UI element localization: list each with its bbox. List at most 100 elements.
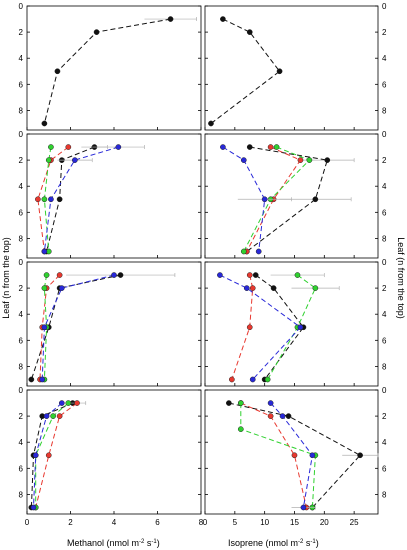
series-black: [208, 16, 283, 127]
y-tick-label: 0: [382, 258, 387, 267]
y-tick-label: 4: [382, 438, 387, 447]
series-line-black: [30, 274, 121, 380]
x-tick-label: 2: [68, 518, 73, 527]
x-axis-label-isoprene-mid: s: [303, 538, 311, 548]
y-tick-label: 0: [19, 130, 24, 139]
y-tick-label: 2: [382, 156, 387, 165]
data-point-black: [117, 272, 124, 278]
y-tick-label: 8: [19, 106, 24, 115]
series-line-black: [210, 18, 281, 124]
series-line-black: [30, 402, 73, 508]
series-line-blue: [270, 402, 313, 508]
data-point-green: [237, 426, 244, 433]
x-tick-label: 0: [203, 518, 208, 527]
x-axis-label-methanol: Methanol (nmol m-2 s-1): [67, 538, 160, 548]
y-tick-label: 6: [382, 80, 387, 89]
series-line-blue: [33, 402, 63, 508]
y-tick-label: 2: [382, 284, 387, 293]
data-point-blue: [41, 248, 48, 255]
series-green: [41, 144, 54, 255]
data-point-blue: [43, 413, 50, 419]
data-point-blue: [255, 248, 262, 255]
y-tick-label: 2: [19, 28, 24, 37]
panel-frame: [204, 5, 379, 131]
y-tick-label: 8: [19, 362, 24, 371]
data-point-red: [74, 400, 80, 406]
data-point-green: [312, 285, 319, 291]
data-point-green: [41, 196, 48, 203]
data-point-black: [246, 144, 253, 150]
data-point-green: [240, 248, 247, 255]
series-line-red: [246, 146, 302, 252]
data-point-red: [267, 413, 274, 419]
series-blue: [41, 144, 145, 255]
y-tick-label: 0: [382, 386, 387, 395]
series-line-blue: [41, 274, 115, 380]
data-point-blue: [58, 285, 65, 291]
series-black: [226, 400, 379, 511]
x-axis-label-methanol-sup: -2: [139, 539, 145, 545]
series-blue: [30, 400, 65, 511]
x-axis-label-methanol-end: ): [157, 538, 160, 548]
data-point-black: [54, 68, 61, 75]
y-tick-label: 0: [382, 130, 387, 139]
data-point-red: [56, 413, 63, 419]
series-green: [41, 272, 50, 383]
y-tick-label: 8: [19, 234, 24, 243]
data-point-blue: [217, 272, 223, 278]
y-tick-label: 2: [382, 28, 387, 37]
series-line-black: [228, 402, 361, 508]
series-green: [32, 400, 72, 511]
series-line-blue: [43, 146, 119, 252]
y-tick-label: 6: [19, 464, 24, 473]
data-point-green: [43, 272, 50, 278]
series-line-black: [255, 274, 305, 380]
panel-row3-methanol: 0 2 4 6 8: [19, 258, 202, 387]
data-point-blue: [267, 400, 274, 406]
data-point-black: [285, 413, 292, 419]
series-line-red: [39, 274, 60, 380]
data-point-green: [237, 400, 244, 406]
series-line-blue: [219, 274, 302, 380]
x-tick-label: 10: [260, 518, 269, 527]
series-line-black: [246, 146, 328, 252]
panel-frame: [204, 133, 379, 259]
series-line-black: [46, 146, 95, 252]
x-axis-label-isoprene: Isoprene (nmol m-2 s-1): [228, 538, 319, 548]
data-point-black: [226, 400, 232, 406]
data-point-green: [264, 376, 271, 383]
panel-row2-methanol: 0 2 4 6 8: [19, 130, 202, 259]
y-tick-label: 6: [382, 208, 387, 217]
x-axis-label-isoprene-sup2: -1: [310, 539, 316, 545]
y-tick-label: 2: [19, 156, 24, 165]
y-tick-label: 2: [19, 412, 24, 421]
series-line-green: [243, 146, 311, 252]
data-point-red: [246, 324, 253, 331]
y-tick-label: 0: [19, 258, 24, 267]
y-tick-label: 2: [382, 412, 387, 421]
data-point-black: [220, 16, 226, 22]
data-point-blue: [309, 452, 316, 459]
data-point-blue: [30, 504, 37, 511]
series-blue: [39, 272, 117, 383]
data-point-black: [252, 272, 259, 278]
y-tick-label: 4: [382, 54, 387, 63]
y-tick-label: 6: [19, 208, 24, 217]
y-tick-label: 6: [382, 464, 387, 473]
panel-row4-isoprene: 0 2 4 6 8 0 5 10 15 20 25: [203, 386, 387, 527]
data-point-black: [276, 68, 283, 75]
series-line-blue: [222, 146, 266, 252]
series-line-green: [43, 275, 48, 380]
panel-row1-methanol: 0 2 4 6 8: [19, 2, 202, 131]
data-point-blue: [300, 504, 307, 511]
series-blue: [220, 144, 292, 255]
series-line-green: [267, 274, 317, 380]
data-point-blue: [32, 452, 39, 459]
series-red: [243, 144, 304, 255]
y-tick-label: 8: [382, 234, 387, 243]
x-axis-label-isoprene-end: ): [316, 538, 319, 548]
data-point-blue: [58, 400, 65, 406]
data-point-black: [208, 120, 214, 127]
data-point-blue: [279, 413, 286, 419]
